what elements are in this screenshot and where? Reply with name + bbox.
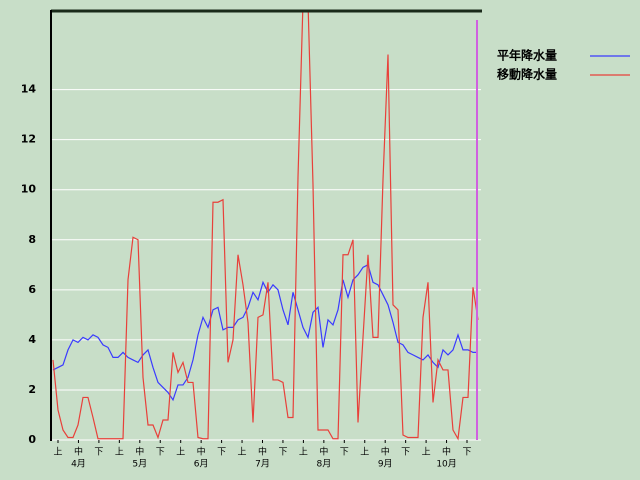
month-label: 9月 <box>378 459 393 470</box>
month-label: 5月 <box>132 459 147 470</box>
y-tick-label: 2 <box>28 383 36 396</box>
x-tick-label: 中 <box>442 446 451 458</box>
x-tick-label: 下 <box>94 448 103 458</box>
x-tick-label: 中 <box>135 446 144 458</box>
legend-label: 移動降水量 <box>497 67 557 82</box>
x-tick-label: 中 <box>319 446 328 458</box>
plot <box>52 12 479 441</box>
x-tick-label: 上 <box>238 447 247 458</box>
y-tick-label: 6 <box>28 283 36 296</box>
x-tick-label: 上 <box>360 447 369 458</box>
x-tick-label: 中 <box>258 446 267 458</box>
grid <box>51 89 481 441</box>
x-tick-label: 上 <box>422 447 431 458</box>
x-tick-label: 上 <box>115 447 124 458</box>
month-label: 8月 <box>316 459 331 470</box>
month-label: 7月 <box>255 459 270 470</box>
month-label: 6月 <box>194 459 209 470</box>
x-tick-label: 上 <box>176 447 185 458</box>
x-tick-label: 中 <box>381 446 390 458</box>
x-tick-label: 中 <box>197 446 206 458</box>
x-tick-label: 上 <box>53 447 62 458</box>
y-tick-label: 8 <box>28 233 36 246</box>
x-tick-label: 下 <box>462 448 471 458</box>
month-label: 4月 <box>71 459 86 470</box>
x-tick-label: 下 <box>156 448 165 458</box>
y-tick-label: 14 <box>21 83 37 96</box>
x-tick-label: 下 <box>217 448 226 458</box>
y-tick-label: 0 <box>28 433 36 446</box>
month-label: 10月 <box>436 459 456 470</box>
series-line <box>52 12 479 441</box>
y-tick-label: 10 <box>21 183 37 196</box>
x-tick-label: 下 <box>401 448 410 458</box>
y-tick-label: 4 <box>28 333 36 346</box>
series-line <box>52 263 478 402</box>
x-tick-label: 下 <box>340 448 349 458</box>
x-tick-label: 下 <box>278 448 287 458</box>
labels: 02468101214上中下上中下上中下上中下上中下上中下上中下4月 5月 6月 7月… <box>21 48 630 470</box>
legend-label: 平年降水量 <box>497 48 557 63</box>
y-tick-label: 12 <box>21 133 36 146</box>
x-tick-label: 中 <box>74 446 83 458</box>
x-tick-label: 上 <box>299 447 308 458</box>
